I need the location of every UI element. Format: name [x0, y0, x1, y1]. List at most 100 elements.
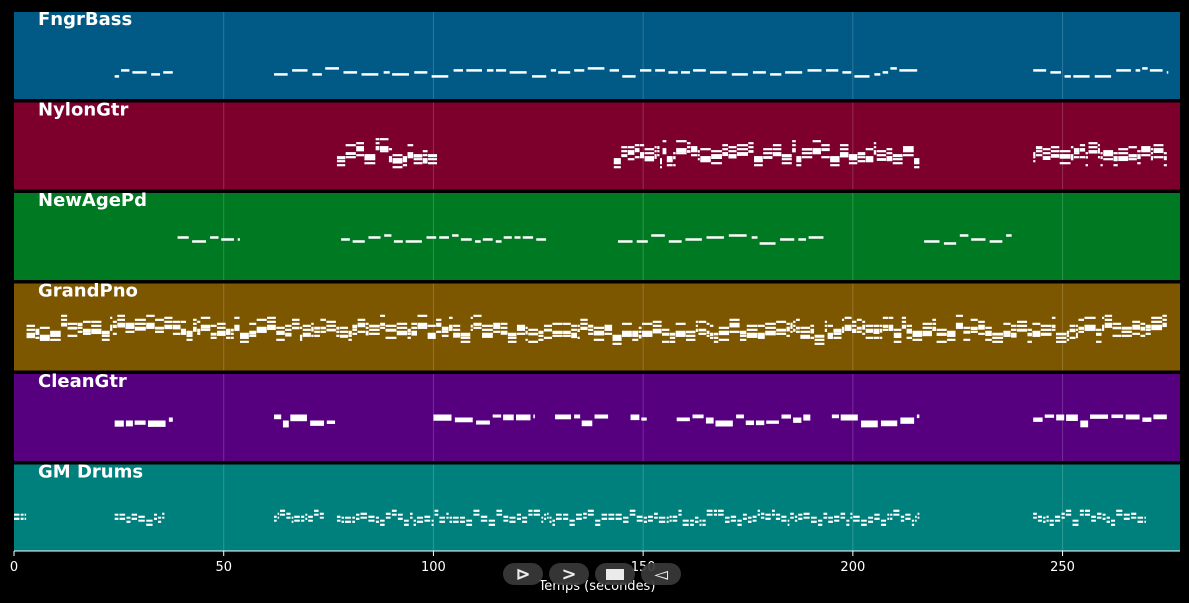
note	[880, 519, 887, 522]
note	[380, 150, 389, 153]
note	[730, 519, 737, 522]
note	[285, 324, 292, 327]
note	[341, 520, 344, 523]
note	[1044, 414, 1055, 418]
note	[413, 154, 423, 158]
note	[1135, 69, 1141, 72]
stop-button[interactable]	[595, 563, 635, 585]
play-button[interactable]: >	[549, 563, 589, 585]
note	[1051, 324, 1056, 328]
note	[428, 154, 438, 158]
note	[1079, 144, 1086, 147]
tracks-layer: FngrBass NylonGtr NewAgePd GrandPno CleanGtr…	[14, 9, 1180, 552]
track-newagepd[interactable]: NewAgePd	[14, 190, 1180, 280]
note	[1137, 162, 1141, 165]
note	[1011, 332, 1017, 338]
track-grandpno[interactable]: GrandPno	[14, 281, 1180, 371]
track-fngrbass[interactable]: FngrBass	[14, 9, 1180, 99]
note	[476, 420, 490, 425]
note	[402, 156, 408, 161]
track-gm-drums[interactable]: GM Drums	[14, 462, 1180, 552]
note	[368, 519, 375, 522]
note	[1106, 520, 1110, 523]
note	[555, 517, 562, 520]
note	[1132, 320, 1141, 323]
note	[790, 512, 794, 515]
note	[274, 414, 282, 420]
note	[906, 324, 913, 327]
note	[834, 515, 840, 518]
note	[470, 324, 473, 328]
note	[1118, 156, 1129, 162]
note-group	[336, 138, 1167, 169]
note	[1140, 334, 1146, 337]
note	[1111, 519, 1116, 522]
note	[364, 158, 376, 161]
rewind-button[interactable]: ◅	[641, 563, 681, 585]
note	[422, 150, 428, 153]
note	[1003, 330, 1011, 335]
note	[35, 336, 40, 339]
note	[1011, 324, 1017, 327]
note	[1051, 328, 1056, 331]
note	[1163, 156, 1167, 161]
note	[903, 154, 914, 157]
note	[500, 326, 508, 329]
track-cleangtr[interactable]: CleanGtr	[14, 371, 1180, 461]
note	[636, 240, 648, 243]
note	[163, 71, 173, 74]
note	[978, 320, 985, 323]
note	[886, 148, 893, 151]
note	[276, 338, 285, 341]
note	[970, 318, 978, 321]
note	[901, 324, 907, 329]
note	[706, 334, 710, 337]
note	[446, 516, 449, 519]
note	[24, 517, 27, 520]
note	[1069, 328, 1076, 333]
note	[1145, 324, 1151, 329]
note	[657, 150, 660, 153]
note	[134, 326, 146, 331]
note	[800, 334, 811, 339]
note	[552, 523, 555, 526]
note	[1040, 332, 1052, 336]
play-from-start-button[interactable]: ⊳	[503, 563, 543, 585]
note	[1144, 520, 1146, 523]
note	[439, 236, 449, 239]
note	[1059, 154, 1071, 159]
note	[713, 509, 717, 512]
note	[77, 326, 83, 329]
note	[936, 340, 947, 343]
note	[397, 517, 403, 520]
note	[772, 144, 782, 147]
note	[552, 322, 563, 325]
note	[770, 73, 782, 76]
note	[1141, 150, 1151, 153]
note	[380, 314, 386, 317]
note	[345, 156, 356, 159]
note	[336, 156, 346, 160]
note	[697, 154, 700, 157]
note	[823, 512, 828, 515]
note	[436, 330, 442, 333]
note	[114, 513, 119, 516]
note	[728, 146, 737, 149]
track-nylongtr[interactable]: NylonGtr	[14, 100, 1180, 190]
note	[666, 160, 673, 163]
note	[846, 519, 850, 522]
note	[841, 326, 845, 331]
note	[914, 166, 920, 169]
note	[369, 328, 380, 331]
track-name-label: NylonGtr	[38, 100, 129, 121]
note	[824, 320, 828, 323]
note	[757, 513, 760, 516]
note	[528, 328, 539, 331]
note	[369, 332, 380, 335]
note	[675, 322, 686, 325]
note	[839, 148, 849, 151]
note	[882, 324, 889, 328]
note	[742, 513, 747, 516]
note	[357, 322, 366, 328]
note	[543, 336, 552, 339]
